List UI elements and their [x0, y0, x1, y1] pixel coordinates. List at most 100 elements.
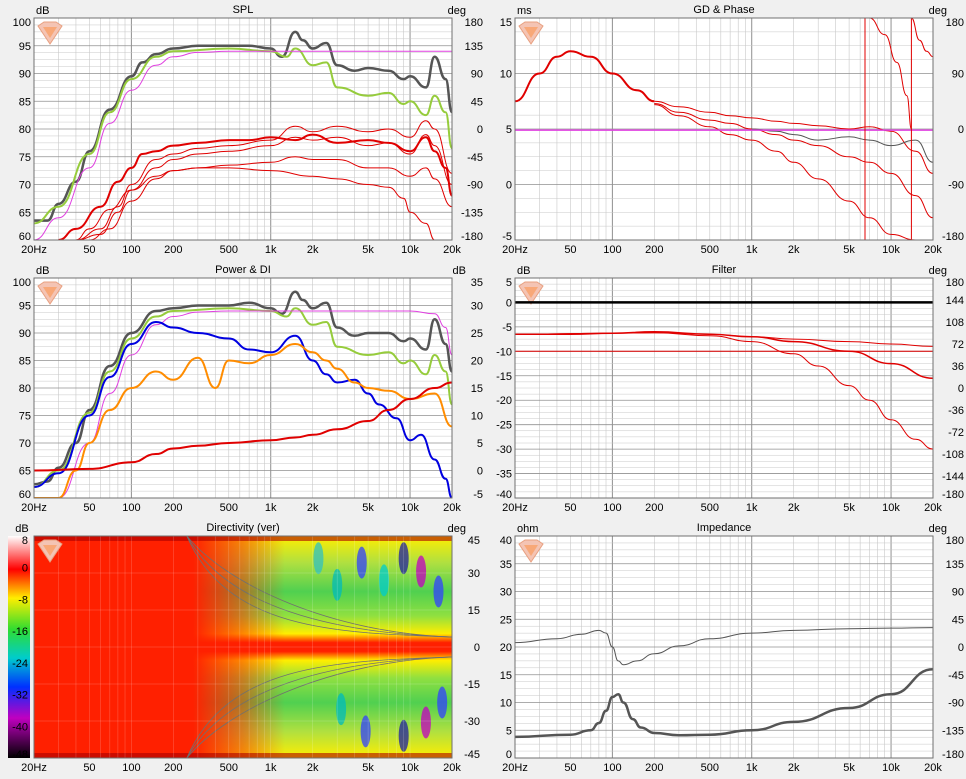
y2-tick-label: -144: [942, 471, 964, 483]
heatmap-blob: [420, 706, 431, 739]
y-tick-label: -15: [464, 679, 480, 691]
y-tick-label: -15: [496, 371, 512, 383]
y2-axis-unit: deg: [929, 265, 947, 277]
y2-tick-label: 90: [952, 69, 964, 81]
y2-tick-label: 108: [946, 317, 964, 329]
series-line: [869, 18, 912, 130]
x-tick-label: 10k: [401, 502, 419, 514]
heatmap-blob: [378, 564, 389, 597]
series-line: [654, 103, 933, 219]
x-tick-label: 200: [645, 762, 663, 774]
plot-border: [514, 535, 934, 759]
x-tick-label: 100: [603, 762, 621, 774]
x-tick-label: 20Hz: [21, 502, 47, 514]
x-tick-label: 5k: [843, 502, 855, 514]
y-tick-label: 5: [506, 124, 512, 136]
heatmap-edge: [34, 753, 452, 758]
y-tick-label: -30: [464, 716, 480, 728]
y-tick-label: 70: [19, 180, 31, 192]
scale-tick-label: 8: [22, 535, 28, 547]
x-tick-label: 2k: [788, 502, 800, 514]
x-tick-label: 5k: [362, 502, 374, 514]
x-tick-label: 1k: [746, 244, 758, 256]
scale-tick-label: 0: [22, 563, 28, 575]
series-group: [515, 18, 933, 240]
chart-title: GD & Phase: [693, 4, 754, 16]
scale-tick-label: -24: [12, 658, 28, 670]
y2-tick-label: -180: [942, 489, 964, 501]
y2-tick-label: -36: [948, 405, 964, 417]
y-tick-label: 60: [19, 231, 31, 243]
y-tick-label: 30: [468, 568, 480, 580]
x-tick-label: 50: [83, 762, 95, 774]
scale-tick-label: -16: [12, 626, 28, 638]
x-tick-label: 50: [83, 502, 95, 514]
y2-tick-label: -90: [948, 698, 964, 710]
y2-tick-label: 90: [471, 69, 483, 81]
diamond-logo-icon: [518, 21, 544, 45]
y-axis-unit: ohm: [517, 523, 538, 535]
heatmap-blob: [398, 719, 409, 752]
diamond-facet: [43, 27, 57, 38]
x-tick-label: 1k: [746, 502, 758, 514]
y2-tick-label: 135: [465, 41, 483, 53]
heatmap-blob: [313, 542, 324, 575]
plot-content: [515, 301, 933, 450]
series-line: [654, 100, 933, 174]
x-tick-label: 20Hz: [21, 762, 47, 774]
x-tick-label: 20k: [443, 244, 461, 256]
chart-title: Power & DI: [215, 264, 271, 276]
y2-tick-label: -135: [942, 725, 964, 737]
y2-tick-label: 144: [946, 295, 964, 307]
y-tick-label: 0: [506, 749, 512, 761]
y-axis-unit: ms: [517, 5, 532, 17]
y2-tick-label: -45: [467, 152, 483, 164]
heatmap-contour: [186, 535, 453, 638]
y2-tick-label: 0: [958, 642, 964, 654]
x-tick-label: 2k: [307, 762, 319, 774]
x-tick-label: 20k: [924, 244, 942, 256]
y2-tick-label: -180: [942, 231, 964, 243]
x-tick-label: 10k: [882, 762, 900, 774]
heatmap-blob: [360, 715, 371, 748]
y-tick-label: 100: [13, 277, 31, 289]
y-tick-label: 85: [19, 96, 31, 108]
x-tick-label: 500: [220, 502, 238, 514]
plot-border: [33, 535, 453, 759]
x-tick-label: 200: [164, 244, 182, 256]
y2-tick-label: 20: [471, 356, 483, 368]
y2-tick-label: 5: [477, 438, 483, 450]
x-tick-label: 10k: [401, 244, 419, 256]
y-tick-label: 15: [468, 605, 480, 617]
series-line: [515, 667, 933, 739]
series-line: [34, 381, 452, 472]
y-tick-label: 40: [500, 535, 512, 547]
y2-tick-label: 30: [471, 301, 483, 313]
series-line: [89, 156, 452, 240]
y-tick-label: 10: [500, 69, 512, 81]
y-tick-label: 30: [500, 587, 512, 599]
y2-tick-label: -90: [948, 180, 964, 192]
y2-tick-label: 0: [958, 124, 964, 136]
chart-title: SPL: [233, 4, 254, 16]
series-group: [515, 301, 933, 450]
y-axis-unit: dB: [36, 5, 49, 17]
y-tick-label: -5: [502, 231, 512, 243]
y-tick-label: 5: [506, 725, 512, 737]
diamond-facet: [43, 287, 57, 298]
heatmap-contour: [186, 535, 453, 638]
x-tick-label: 2k: [307, 244, 319, 256]
heatmap-blob: [332, 568, 343, 601]
x-tick-label: 100: [122, 244, 140, 256]
y-tick-label: 90: [19, 328, 31, 340]
y2-tick-label: 36: [952, 361, 964, 373]
x-tick-label: 2k: [788, 762, 800, 774]
y-tick-label: 65: [19, 207, 31, 219]
y-tick-label: 80: [19, 383, 31, 395]
y-tick-label: 25: [500, 614, 512, 626]
y-tick-label: 90: [19, 69, 31, 81]
y-tick-label: 65: [19, 466, 31, 478]
y-tick-label: 0: [506, 297, 512, 309]
plot-content: [515, 627, 933, 739]
